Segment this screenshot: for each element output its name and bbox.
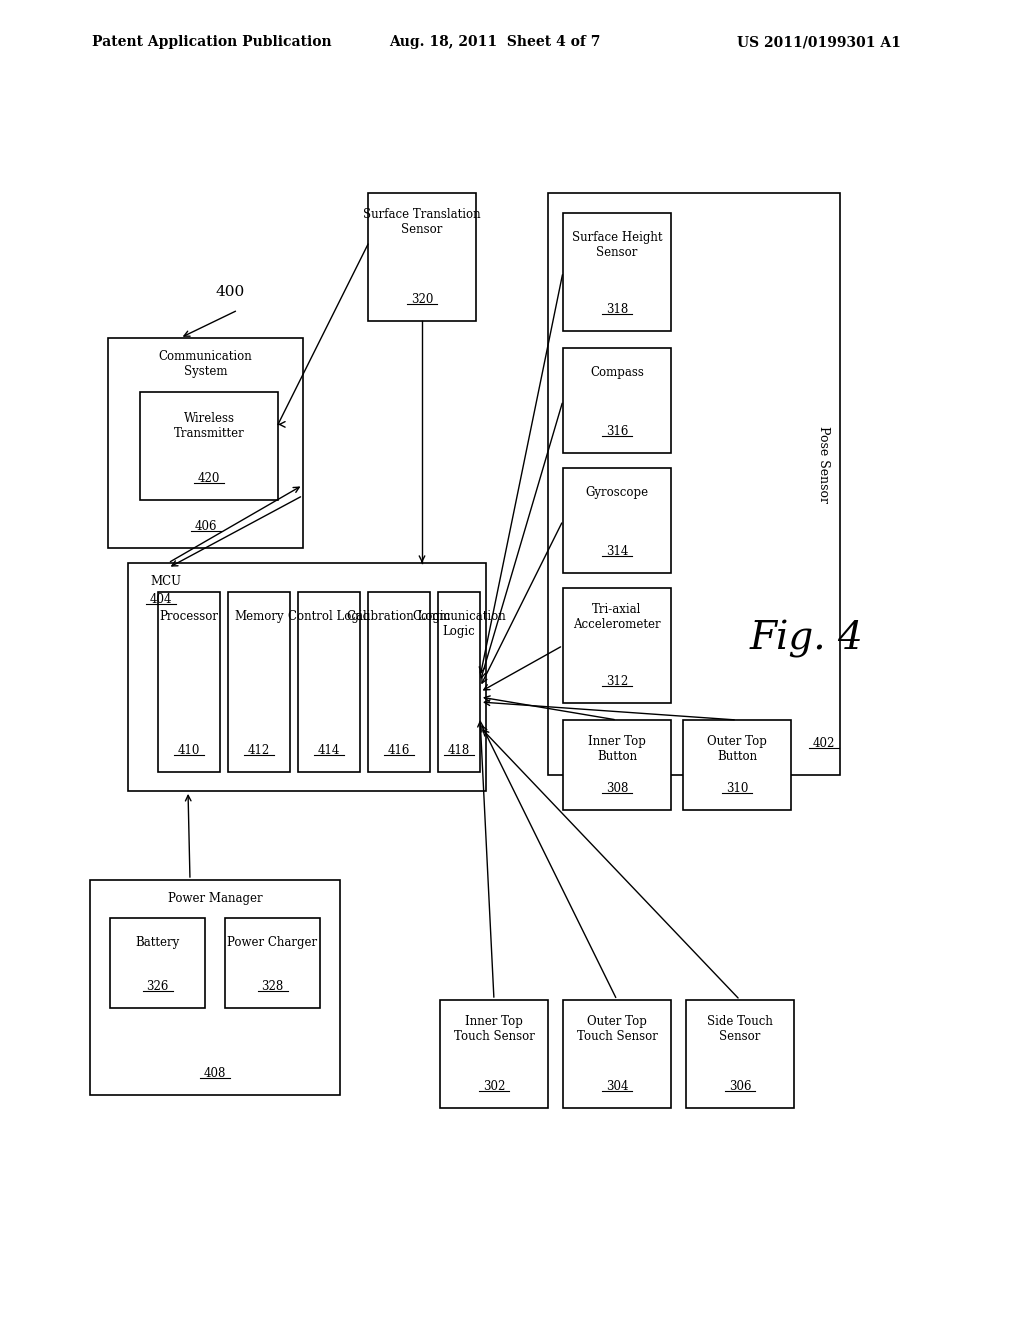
Text: Fig. 4: Fig. 4 bbox=[750, 620, 864, 657]
Text: Outer Top
Button: Outer Top Button bbox=[707, 735, 767, 763]
Text: Processor: Processor bbox=[160, 610, 218, 623]
Text: Communication
Logic: Communication Logic bbox=[412, 610, 506, 638]
Bar bbox=[90, 880, 340, 1096]
Text: 302: 302 bbox=[482, 1080, 505, 1093]
Text: 416: 416 bbox=[388, 744, 411, 756]
Text: 326: 326 bbox=[146, 979, 169, 993]
Text: US 2011/0199301 A1: US 2011/0199301 A1 bbox=[737, 36, 901, 49]
Bar bbox=[225, 917, 319, 1008]
Text: Gyroscope: Gyroscope bbox=[586, 486, 648, 499]
Text: 306: 306 bbox=[729, 1080, 752, 1093]
Text: 304: 304 bbox=[606, 1080, 629, 1093]
Text: 310: 310 bbox=[726, 781, 749, 795]
Text: Inner Top
Touch Sensor: Inner Top Touch Sensor bbox=[454, 1015, 535, 1043]
Text: Patent Application Publication: Patent Application Publication bbox=[92, 36, 332, 49]
Text: 312: 312 bbox=[606, 675, 628, 688]
Text: Communication
System: Communication System bbox=[159, 350, 252, 378]
Text: 408: 408 bbox=[204, 1067, 226, 1080]
Text: Pose Sensor: Pose Sensor bbox=[817, 425, 830, 503]
Text: Tri-axial
Accelerometer: Tri-axial Accelerometer bbox=[573, 603, 660, 631]
Text: Outer Top
Touch Sensor: Outer Top Touch Sensor bbox=[577, 1015, 657, 1043]
Text: Memory: Memory bbox=[234, 610, 284, 623]
Text: Inner Top
Button: Inner Top Button bbox=[588, 735, 646, 763]
Text: 404: 404 bbox=[150, 593, 172, 606]
Text: Wireless
Transmitter: Wireless Transmitter bbox=[174, 412, 245, 440]
Bar bbox=[298, 591, 360, 772]
Text: Power Manager: Power Manager bbox=[168, 892, 262, 906]
Text: 418: 418 bbox=[447, 744, 470, 756]
Text: Aug. 18, 2011  Sheet 4 of 7: Aug. 18, 2011 Sheet 4 of 7 bbox=[389, 36, 600, 49]
Text: 316: 316 bbox=[606, 425, 628, 438]
Bar bbox=[368, 591, 430, 772]
Text: 412: 412 bbox=[248, 744, 270, 756]
Text: 314: 314 bbox=[606, 545, 628, 558]
Bar bbox=[686, 1001, 794, 1107]
Text: Compass: Compass bbox=[590, 366, 644, 379]
Bar bbox=[128, 564, 486, 791]
Bar bbox=[110, 917, 205, 1008]
Text: MCU: MCU bbox=[150, 576, 181, 587]
Text: 320: 320 bbox=[411, 293, 433, 306]
Text: 420: 420 bbox=[198, 473, 220, 484]
Text: Surface Translation
Sensor: Surface Translation Sensor bbox=[364, 209, 481, 236]
Bar bbox=[563, 1001, 671, 1107]
Bar bbox=[440, 1001, 548, 1107]
Bar bbox=[108, 338, 303, 548]
Text: Battery: Battery bbox=[135, 936, 179, 949]
Bar bbox=[158, 591, 220, 772]
Bar bbox=[368, 193, 476, 321]
Bar bbox=[563, 719, 671, 810]
Text: Calibration Logic: Calibration Logic bbox=[347, 610, 451, 623]
Text: Power Charger: Power Charger bbox=[227, 936, 317, 949]
Bar bbox=[438, 591, 480, 772]
Text: Side Touch
Sensor: Side Touch Sensor bbox=[707, 1015, 773, 1043]
Text: Control Logic: Control Logic bbox=[289, 610, 370, 623]
Text: Surface Height
Sensor: Surface Height Sensor bbox=[571, 231, 663, 259]
Bar bbox=[548, 193, 840, 775]
Text: 406: 406 bbox=[195, 520, 217, 533]
Text: 400: 400 bbox=[215, 285, 245, 300]
Bar bbox=[563, 348, 671, 453]
Bar bbox=[228, 591, 290, 772]
Text: 328: 328 bbox=[261, 979, 284, 993]
Text: 410: 410 bbox=[178, 744, 200, 756]
Text: 402: 402 bbox=[813, 737, 836, 750]
Text: 318: 318 bbox=[606, 304, 628, 315]
Bar bbox=[563, 469, 671, 573]
Bar bbox=[140, 392, 278, 500]
Bar bbox=[683, 719, 791, 810]
Bar bbox=[563, 587, 671, 704]
Bar bbox=[563, 213, 671, 331]
Text: 308: 308 bbox=[606, 781, 628, 795]
Text: 414: 414 bbox=[317, 744, 340, 756]
